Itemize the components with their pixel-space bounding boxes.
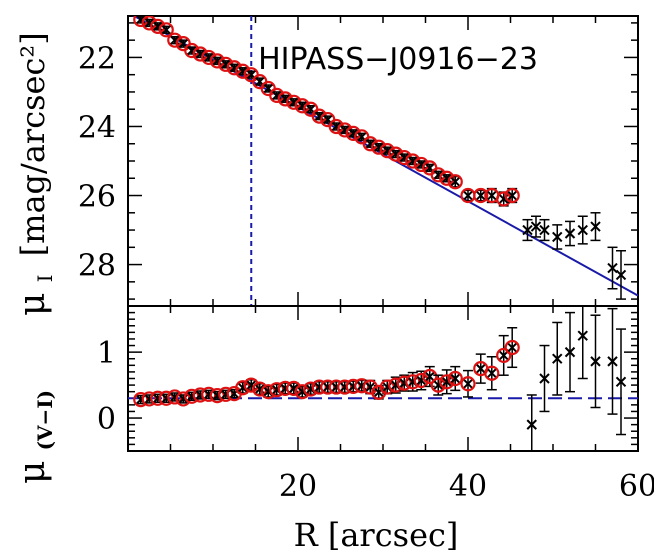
data-point — [504, 327, 520, 369]
data-point — [150, 18, 166, 34]
data-point — [526, 394, 537, 451]
x-tick-label: 20 — [279, 469, 317, 504]
data-point — [564, 220, 576, 247]
bottom-axes-frame — [127, 305, 639, 452]
data-point — [447, 174, 463, 190]
y-axis-title-top-symbol: μ — [12, 293, 53, 316]
y-axis-title-bottom: μ (V−I) — [12, 390, 57, 484]
svg-text:μ I [mag/arcsec²]: μ I [mag/arcsec²] — [12, 32, 60, 316]
data-point — [447, 365, 463, 392]
data-point — [590, 314, 601, 409]
plot-title: HIPASS−J0916−23 — [258, 42, 538, 77]
data-point — [158, 22, 174, 38]
data-point — [422, 365, 438, 388]
y-axis-title-bottom-symbol: μ — [12, 461, 53, 484]
top-y-tick-label: 28 — [78, 249, 116, 284]
bottom-y-tick-label: 0 — [97, 402, 116, 437]
data-point — [577, 306, 588, 380]
top-panel: 22 24 26 28 — [78, 15, 639, 307]
svg-text:μ (V−I): μ (V−I) — [12, 390, 57, 484]
data-point — [615, 250, 627, 300]
data-point — [607, 307, 618, 415]
data-point — [607, 246, 618, 290]
bottom-panel: 0 1 20 40 60 — [97, 305, 654, 504]
data-point — [226, 386, 242, 402]
x-tick-label: 40 — [449, 469, 487, 504]
bottom-y-tick-label: 1 — [97, 336, 116, 371]
data-point — [522, 218, 533, 242]
y-axis-title-top-units: [mag/arcsec²] — [14, 32, 52, 256]
y-axis-title-bottom-sub: (V−I) — [33, 390, 57, 451]
x-tick-label: 60 — [619, 469, 654, 504]
data-point — [460, 187, 476, 204]
data-point — [590, 212, 601, 242]
data-point — [552, 224, 563, 250]
top-data — [132, 16, 638, 306]
data-point — [496, 334, 512, 376]
data-point — [577, 215, 588, 245]
data-point — [552, 321, 563, 396]
data-point — [345, 378, 361, 395]
data-point — [243, 377, 259, 393]
y-axis-title-top-sub: I — [33, 275, 57, 283]
data-point — [564, 311, 576, 393]
x-axis-title: R [arcsec] — [294, 516, 459, 554]
top-y-tick-label: 24 — [78, 110, 116, 145]
bottom-data — [128, 306, 638, 451]
data-point — [413, 370, 429, 391]
top-y-tick-label: 22 — [78, 41, 116, 76]
data-point — [460, 369, 476, 398]
data-point — [504, 187, 520, 204]
data-point — [539, 344, 550, 413]
data-point — [484, 356, 500, 391]
data-point — [615, 328, 627, 436]
y-axis-title-top: μ I [mag/arcsec²] — [12, 32, 60, 316]
data-point — [530, 215, 542, 238]
data-point — [473, 353, 489, 384]
data-point — [277, 91, 293, 107]
data-point — [473, 187, 489, 204]
data-point — [539, 218, 550, 242]
top-y-tick-label: 26 — [78, 180, 116, 215]
